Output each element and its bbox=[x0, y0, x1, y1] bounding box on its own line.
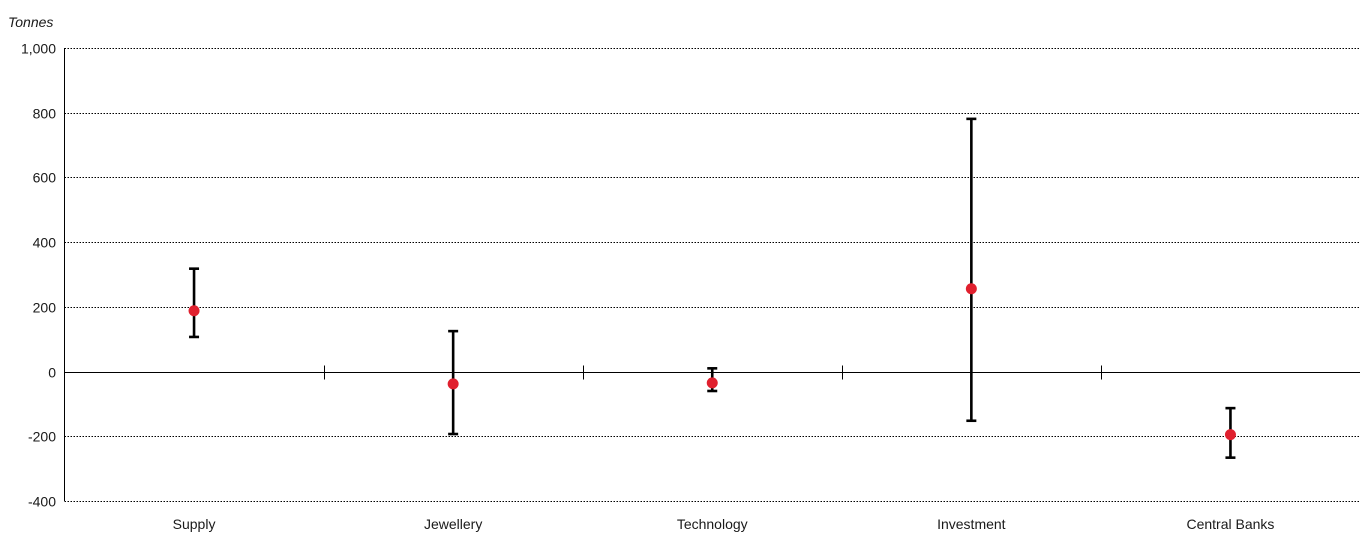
category-separators bbox=[324, 365, 1102, 380]
y-tick-label: 200 bbox=[33, 300, 57, 316]
x-category-label: Jewellery bbox=[424, 516, 482, 532]
error-bar bbox=[189, 267, 200, 339]
y-tick-label: 0 bbox=[48, 365, 56, 381]
data-point bbox=[1224, 429, 1236, 441]
x-category-label: Investment bbox=[937, 516, 1006, 532]
y-tick-label: 400 bbox=[33, 235, 57, 251]
data-points bbox=[188, 283, 1236, 441]
x-category-label: Technology bbox=[677, 516, 748, 532]
x-axis-category-labels: Supply Jewellery Technology Investment Centr… bbox=[173, 516, 1275, 532]
y-axis-ticks: -400 -200 0 200 400 600 800 1,000 bbox=[21, 41, 56, 510]
y-tick-label: 800 bbox=[33, 106, 57, 122]
error-bar bbox=[966, 117, 977, 423]
data-point bbox=[188, 305, 200, 317]
y-axis-unit-label: Tonnes bbox=[8, 14, 53, 30]
x-category-label: Supply bbox=[173, 516, 216, 532]
y-tick-label: 600 bbox=[33, 170, 57, 186]
data-point bbox=[447, 378, 459, 390]
x-category-label: Central Banks bbox=[1186, 516, 1274, 532]
y-tick-label: -400 bbox=[28, 494, 56, 510]
data-point bbox=[965, 283, 977, 295]
gridlines bbox=[64, 48, 1360, 502]
error-bars bbox=[189, 117, 1236, 459]
data-point bbox=[706, 377, 718, 389]
y-tick-label: 1,000 bbox=[21, 41, 56, 57]
y-tick-label: -200 bbox=[28, 429, 56, 445]
